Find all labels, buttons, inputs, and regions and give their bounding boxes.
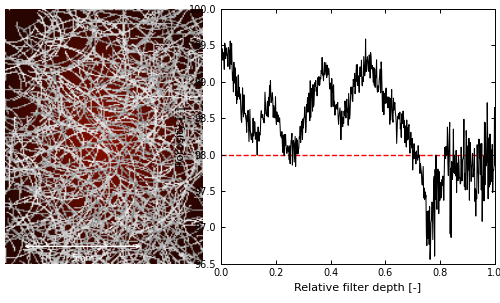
X-axis label: Relative filter depth [-]: Relative filter depth [-] — [294, 283, 422, 293]
Text: 5mm: 5mm — [71, 254, 94, 263]
Y-axis label: Porosity [-]: Porosity [-] — [176, 106, 186, 167]
